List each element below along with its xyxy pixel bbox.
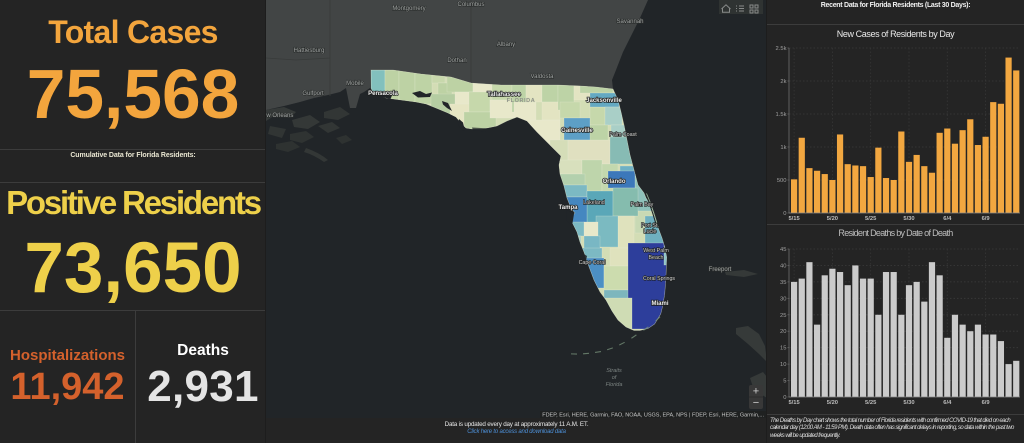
svg-text:5/20: 5/20 [827,400,838,406]
svg-text:−: − [753,397,759,409]
svg-text:Albany: Albany [497,42,515,48]
svg-text:Montgomery: Montgomery [392,6,425,12]
svg-text:FDEP, Esri, HERE, Garmin, FAO,: FDEP, Esri, HERE, Garmin, FAO, NOAA, USG… [542,413,764,419]
svg-text:0: 0 [783,211,786,217]
svg-text:Palm Coast: Palm Coast [609,132,637,138]
svg-text:Valdosta: Valdosta [531,74,555,80]
svg-text:FLORIDA: FLORIDA [507,98,536,104]
svg-text:20: 20 [780,329,786,335]
svg-text:Freeport: Freeport [709,267,732,273]
svg-text:Tampa: Tampa [559,205,579,211]
svg-text:5/25: 5/25 [865,216,877,222]
svg-text:West Palm: West Palm [643,248,669,254]
svg-text:Coral Springs: Coral Springs [643,276,675,282]
svg-text:25: 25 [780,313,786,319]
svg-text:Dothan: Dothan [447,58,466,64]
svg-text:Lakeland: Lakeland [583,200,605,206]
svg-text:500: 500 [777,178,787,184]
svg-text:6/9: 6/9 [982,216,991,222]
svg-text:10: 10 [780,362,786,368]
svg-text:Mobile: Mobile [346,81,364,87]
svg-text:Straits: Straits [606,368,622,374]
svg-text:Miami: Miami [651,301,668,307]
svg-text:35: 35 [780,280,786,286]
svg-text:Savannah: Savannah [616,19,643,25]
svg-text:of: of [612,375,617,381]
svg-text:Columbus: Columbus [457,2,484,8]
svg-text:Orlando: Orlando [602,179,625,185]
svg-text:2k: 2k [780,79,786,85]
svg-text:5: 5 [783,379,786,385]
svg-text:2.5k: 2.5k [776,46,787,52]
svg-text:New Orleans: New Orleans [266,113,293,119]
svg-text:30: 30 [780,296,786,302]
svg-text:6/4: 6/4 [943,400,952,406]
svg-text:5/15: 5/15 [788,400,800,406]
svg-text:Lucie: Lucie [644,229,657,235]
svg-text:5/15: 5/15 [788,216,800,222]
svg-text:Port St.: Port St. [641,223,659,229]
svg-text:5/20: 5/20 [827,216,838,222]
svg-text:Gainesville: Gainesville [561,128,593,134]
svg-text:Gulfport: Gulfport [302,91,324,97]
svg-text:Hattiesburg: Hattiesburg [294,48,325,54]
svg-text:45: 45 [780,247,786,253]
svg-text:1.5k: 1.5k [776,112,787,118]
svg-text:5/30: 5/30 [903,216,914,222]
svg-text:5/30: 5/30 [903,400,914,406]
svg-text:6/9: 6/9 [982,400,991,406]
svg-text:Beach: Beach [648,255,663,261]
svg-text:Cape Coral: Cape Coral [579,260,606,266]
svg-text:Florida: Florida [606,382,623,388]
svg-text:15: 15 [780,346,786,352]
svg-text:Palm Bay: Palm Bay [631,202,654,208]
svg-text:6/4: 6/4 [943,216,952,222]
svg-text:0: 0 [783,395,786,401]
svg-text:+: + [753,386,759,398]
svg-text:Jacksonville: Jacksonville [586,98,622,104]
svg-text:Tallahassee: Tallahassee [487,92,521,98]
svg-text:40: 40 [780,263,786,269]
svg-text:1k: 1k [780,145,786,151]
svg-text:Pensacola: Pensacola [368,91,398,97]
svg-text:5/25: 5/25 [865,400,877,406]
